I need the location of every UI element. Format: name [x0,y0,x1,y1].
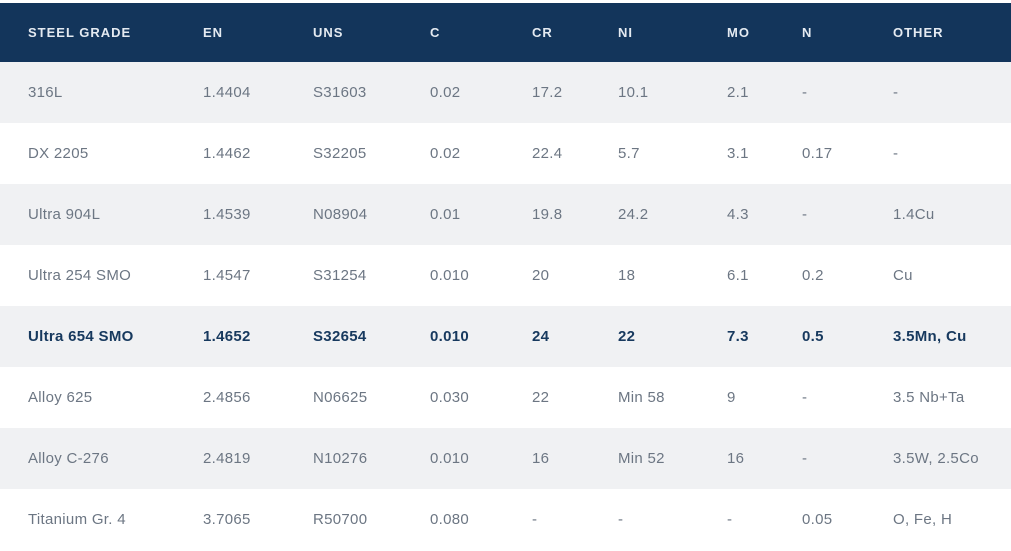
table-cell: S32205 [313,123,430,184]
table-cell: 0.17 [802,123,893,184]
table-cell: 1.4652 [203,306,313,367]
header-cell-uns: UNS [313,3,430,62]
table-cell: 16 [532,428,618,489]
table-cell: 10.1 [618,62,727,123]
table-cell: N08904 [313,184,430,245]
table-cell: Min 58 [618,367,727,428]
table-cell: 1.4404 [203,62,313,123]
table-cell: 2.4819 [203,428,313,489]
table-cell: 9 [727,367,802,428]
table-cell: 0.080 [430,489,532,550]
header-cell-mo: MO [727,3,802,62]
table-row: Alloy C-276 2.4819 N10276 0.010 16 Min 52 16-3… [0,428,1011,489]
table-cell: O, Fe, H [893,489,1011,550]
table-cell: 6.1 [727,245,802,306]
table-cell: 0.02 [430,62,532,123]
table-cell: 5.7 [618,123,727,184]
steel-grade-cell: Ultra 904L [0,184,203,245]
table-cell: 0.2 [802,245,893,306]
table-cell: S31603 [313,62,430,123]
steel-grade-cell: Alloy 625 [0,367,203,428]
table-body: 316L 1.4404 S31603 0.02 17.2 10.1 2.1- - DX 2205… [0,62,1011,550]
table-cell: 3.1 [727,123,802,184]
table-cell: 1.4539 [203,184,313,245]
header-cell-cr: CR [532,3,618,62]
table-cell: 1.4Cu [893,184,1011,245]
table-row: Ultra 254 SMO 1.4547 S31254 0.010 20 18 6.1 0.2… [0,245,1011,306]
table-row: Alloy 625 2.4856 N06625 0.030 22 Min 58 9-3.5 … [0,367,1011,428]
header-cell-en: EN [203,3,313,62]
table-cell: - [802,428,893,489]
steel-grade-cell: Alloy C-276 [0,428,203,489]
table-row: Ultra 654 SMO 1.4652 S32654 0.010 24 22 7.3 0.5… [0,306,1011,367]
table-cell: 17.2 [532,62,618,123]
table-cell: S31254 [313,245,430,306]
table-cell: S32654 [313,306,430,367]
table-cell: 3.5W, 2.5Co [893,428,1011,489]
table-cell: - [802,62,893,123]
table-cell: - [727,489,802,550]
steel-grade-cell: 316L [0,62,203,123]
table-cell: 22.4 [532,123,618,184]
table-cell: - [618,489,727,550]
table-cell: 3.5 Nb+Ta [893,367,1011,428]
table-cell: 24 [532,306,618,367]
table-cell: 22 [618,306,727,367]
table-cell: 0.010 [430,428,532,489]
table-cell: 2.4856 [203,367,313,428]
header-cell-n: N [802,3,893,62]
table-cell: 0.030 [430,367,532,428]
table-cell: 18 [618,245,727,306]
table-cell: 0.010 [430,306,532,367]
header-cell-other: OTHER [893,3,1011,62]
steel-grade-cell: Ultra 654 SMO [0,306,203,367]
table-cell: 1.4462 [203,123,313,184]
table-cell: N10276 [313,428,430,489]
table-cell: Cu [893,245,1011,306]
table-cell: 0.01 [430,184,532,245]
table-cell: 0.5 [802,306,893,367]
table-cell: 3.7065 [203,489,313,550]
header-cell-ni: NI [618,3,727,62]
table-cell: 2.1 [727,62,802,123]
header-cell-steel-grade: STEEL GRADE [0,3,203,62]
table-cell: 0.05 [802,489,893,550]
steel-grade-cell: Titanium Gr. 4 [0,489,203,550]
table-row: Ultra 904L 1.4539 N08904 0.01 19.8 24.2 4.3-1.… [0,184,1011,245]
table-cell: - [893,62,1011,123]
table-cell: Min 52 [618,428,727,489]
table-header-row: STEEL GRADE EN UNS C CR NI MO N OTHER [0,3,1011,62]
table-cell: 20 [532,245,618,306]
table-cell: - [802,367,893,428]
table-cell: 0.02 [430,123,532,184]
table-cell: 7.3 [727,306,802,367]
table-cell: 0.010 [430,245,532,306]
steel-grade-cell: Ultra 254 SMO [0,245,203,306]
table-cell: 4.3 [727,184,802,245]
table-row: Titanium Gr. 4 3.7065 R50700 0.080- - -0.05 O,… [0,489,1011,550]
table-cell: - [893,123,1011,184]
steel-grades-table: STEEL GRADE EN UNS C CR NI MO N OTHER 316L 1.4404… [0,3,1011,550]
table-cell: N06625 [313,367,430,428]
table-row: DX 2205 1.4462 S32205 0.02 22.4 5.7 3.1 0.17- [0,123,1011,184]
table-cell: - [802,184,893,245]
table-cell: - [532,489,618,550]
table-cell: 22 [532,367,618,428]
table-cell: 1.4547 [203,245,313,306]
steel-grade-cell: DX 2205 [0,123,203,184]
table-cell: 3.5Mn, Cu [893,306,1011,367]
table-cell: R50700 [313,489,430,550]
table-cell: 24.2 [618,184,727,245]
table-row: 316L 1.4404 S31603 0.02 17.2 10.1 2.1- - [0,62,1011,123]
table-cell: 16 [727,428,802,489]
header-cell-c: C [430,3,532,62]
table-cell: 19.8 [532,184,618,245]
